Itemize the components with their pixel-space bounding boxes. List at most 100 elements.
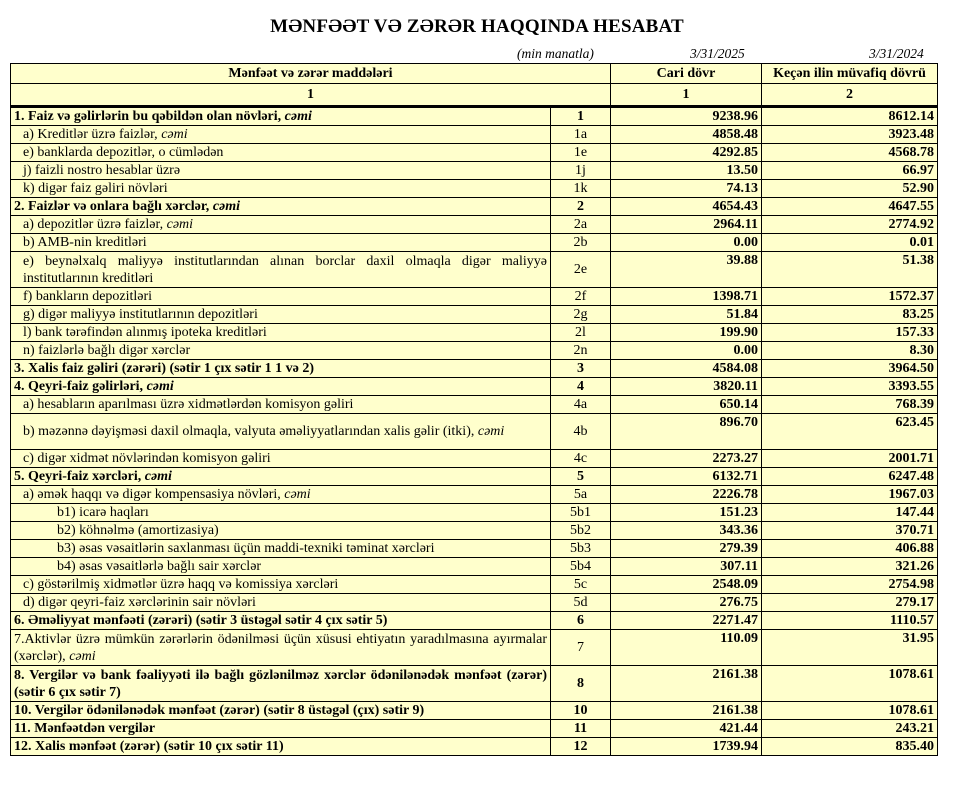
row-code: 4a	[550, 395, 611, 414]
row-label: 10. Vergilər ödənilənədək mənfəət (zərər…	[10, 701, 551, 720]
row-code: 2	[550, 197, 611, 216]
row-current-value: 1739.94	[610, 737, 762, 756]
row-code: 5b4	[550, 557, 611, 576]
row-current-value: 0.00	[610, 341, 762, 360]
row-code: 2b	[550, 233, 611, 252]
row-current-value: 2273.27	[610, 449, 762, 468]
table-row: b4) əsas vəsaitlərlə bağlı sair xərclər 5…	[10, 557, 938, 576]
header-items: Mənfəət və zərər maddələri	[10, 63, 611, 84]
row-previous-value: 1078.61	[761, 665, 938, 702]
row-previous-value: 4647.55	[761, 197, 938, 216]
row-previous-value: 1110.57	[761, 611, 938, 630]
table-row: b1) icarə haqları 5b1 151.23 147.44	[10, 503, 938, 522]
row-code: 2a	[550, 215, 611, 234]
row-current-value: 896.70	[610, 413, 762, 450]
table-row: 10. Vergilər ödənilənədək mənfəət (zərər…	[10, 701, 938, 720]
row-code: 2l	[550, 323, 611, 342]
table-row: a) hesabların aparılması üzrə xidmətlərd…	[10, 395, 938, 414]
row-code: 10	[550, 701, 611, 720]
table-row: 3. Xalis faiz gəliri (zərəri) (sətir 1 ç…	[10, 359, 938, 378]
income-statement-table: Mənfəət və zərər maddələri Cari dövr Keç…	[10, 63, 938, 756]
row-label-total-word: cəmi	[144, 469, 172, 484]
row-previous-value: 2774.92	[761, 215, 938, 234]
row-current-value: 51.84	[610, 305, 762, 324]
row-current-value: 13.50	[610, 161, 762, 180]
row-label-total-word: cəmi	[69, 648, 96, 664]
table-row: 11. Mənfəətdən vergilər 11 421.44 243.21	[10, 719, 938, 738]
table-row: f) bankların depozitləri 2f 1398.71 1572.37	[10, 287, 938, 306]
table-body: 1. Faiz və gəlirlərin bu qəbildən olan n…	[10, 106, 938, 756]
row-previous-value: 147.44	[761, 503, 938, 522]
row-previous-value: 4568.78	[761, 143, 938, 162]
row-current-value: 1398.71	[610, 287, 762, 306]
row-label-text: b3) əsas vəsaitlərin saxlanması üçün mad…	[57, 541, 435, 556]
row-label-text: g) digər maliyyə institutlarının depozit…	[23, 307, 258, 322]
row-label: 8. Vergilər və bank fəaliyyəti ilə bağlı…	[10, 665, 551, 702]
row-code: 1	[550, 106, 611, 126]
row-label-text: e) beynəlxalq maliyyə institutlarından a…	[23, 253, 547, 286]
row-label-text: 12. Xalis mənfəət (zərər) (sətir 10 çıx …	[14, 739, 284, 754]
row-previous-value: 768.39	[761, 395, 938, 414]
row-label-text: n) faizlərlə bağlı digər xərclər	[23, 343, 191, 358]
row-label-text: b2) köhnəlmə (amortizasiya)	[57, 523, 219, 538]
row-previous-value: 3923.48	[761, 125, 938, 144]
table-row: 7.Aktivlər üzrə mümkün zərərlərin ödənil…	[10, 629, 938, 666]
row-code: 1j	[550, 161, 611, 180]
row-code: 5b2	[550, 521, 611, 540]
row-label-total-word: cəmi	[146, 379, 174, 394]
row-previous-value: 406.88	[761, 539, 938, 558]
row-label: l) bank tərəfindən alınmış ipoteka kredi…	[10, 323, 551, 342]
row-code: 2n	[550, 341, 611, 360]
row-previous-value: 623.45	[761, 413, 938, 450]
table-row: e) beynəlxalq maliyyə institutlarından a…	[10, 251, 938, 288]
table-row: a) əmək haqqı və digər kompensasiya növl…	[10, 485, 938, 504]
row-current-value: 650.14	[610, 395, 762, 414]
row-current-value: 4584.08	[610, 359, 762, 378]
row-label-text: 4. Qeyri-faiz gəlirləri,	[14, 379, 147, 394]
row-label: c) göstərilmiş xidmətlər üzrə haqq və ko…	[10, 575, 551, 594]
row-code: 12	[550, 737, 611, 756]
table-row: b) AMB-nin kreditləri 2b 0.00 0.01	[10, 233, 938, 252]
row-current-value: 2161.38	[610, 665, 762, 702]
row-label: f) bankların depozitləri	[10, 287, 551, 306]
row-label: 7.Aktivlər üzrə mümkün zərərlərin ödənil…	[10, 629, 551, 666]
row-label: b2) köhnəlmə (amortizasiya)	[10, 521, 551, 540]
row-previous-value: 243.21	[761, 719, 938, 738]
row-label-text: l) bank tərəfindən alınmış ipoteka kredi…	[23, 325, 267, 340]
table-row: b2) köhnəlmə (amortizasiya) 5b2 343.36 370.…	[10, 521, 938, 540]
row-code: 1k	[550, 179, 611, 198]
table-row: n) faizlərlə bağlı digər xərclər 2n 0.00 8.…	[10, 341, 938, 360]
row-label-text: b) AMB-nin kreditləri	[23, 235, 147, 250]
row-label-text: a) Kreditlər üzrə faizlər,	[23, 127, 162, 142]
row-previous-value: 321.26	[761, 557, 938, 576]
table-row: 6. Əməliyyat mənfəəti (zərəri) (sətir 3 …	[10, 611, 938, 630]
row-label-text: 2. Faizlər və onlara bağlı xərclər,	[14, 199, 213, 214]
row-previous-value: 2001.71	[761, 449, 938, 468]
row-previous-value: 1078.61	[761, 701, 938, 720]
row-code: 5d	[550, 593, 611, 612]
row-label: 6. Əməliyyat mənfəəti (zərəri) (sətir 3 …	[10, 611, 551, 630]
row-label-total-word: cəmi	[477, 424, 505, 439]
row-label-text: b1) icarə haqları	[57, 505, 149, 520]
row-current-value: 39.88	[610, 251, 762, 288]
row-previous-value: 8612.14	[761, 106, 938, 126]
row-label: g) digər maliyyə institutlarının depozit…	[10, 305, 551, 324]
row-label-text: j) faizli nostro hesablar üzrə	[23, 163, 181, 178]
row-label-text: b4) əsas vəsaitlərlə bağlı sair xərclər	[57, 559, 262, 574]
row-label: e) beynəlxalq maliyyə institutlarından a…	[10, 251, 551, 288]
row-code: 5c	[550, 575, 611, 594]
row-code: 5	[550, 467, 611, 486]
table-row: g) digər maliyyə institutlarının depozit…	[10, 305, 938, 324]
row-code: 2f	[550, 287, 611, 306]
row-label-text: 11. Mənfəətdən vergilər	[14, 721, 156, 736]
row-label-text: 6. Əməliyyat mənfəəti (zərəri) (sətir 3 …	[14, 613, 388, 628]
row-previous-value: 835.40	[761, 737, 938, 756]
row-label-text: a) depozitlər üzrə faizlər,	[23, 217, 167, 232]
row-label: 1. Faiz və gəlirlərin bu qəbildən olan n…	[10, 106, 551, 126]
row-label: b1) icarə haqları	[10, 503, 551, 522]
row-current-value: 9238.96	[610, 106, 762, 126]
report-title: MƏNFƏƏT VƏ ZƏRƏR HAQQINDA HESABAT	[270, 16, 684, 37]
table-row: 5. Qeyri-faiz xərcləri, cəmi 5 6132.71 6247…	[10, 467, 938, 486]
row-label: b3) əsas vəsaitlərin saxlanması üçün mad…	[10, 539, 551, 558]
row-current-value: 2161.38	[610, 701, 762, 720]
